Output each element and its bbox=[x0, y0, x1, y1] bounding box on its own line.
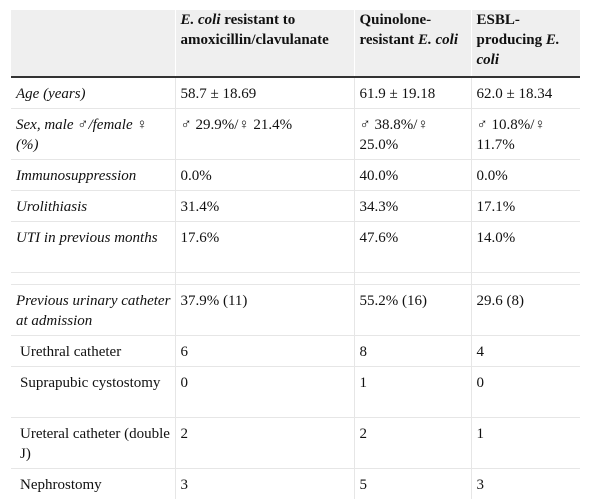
table-row: Previous urinary catheter at admission 3… bbox=[11, 284, 580, 336]
cell-amox-clav: 3 bbox=[175, 468, 355, 499]
risk-factor-table-container: E. coli resistant to amoxicillin/clavula… bbox=[11, 10, 580, 499]
table-row: UTI in previous months 17.6% 47.6% 14.0% bbox=[11, 221, 580, 273]
row-label: UTI in previous months bbox=[11, 221, 176, 273]
header-text: resistant to amoxicillin/clavulanate bbox=[180, 12, 329, 48]
cell-quinolone: 1 bbox=[354, 366, 472, 418]
table-row: Urolithiasis 31.4% 34.3% 17.1% bbox=[11, 190, 580, 222]
table-header-row: E. coli resistant to amoxicillin/clavula… bbox=[11, 10, 580, 78]
cell-quinolone: 2 bbox=[354, 417, 472, 469]
header-amox-clav-resistant: E. coli resistant to amoxicillin/clavula… bbox=[175, 10, 355, 78]
cell-amox-clav: 6 bbox=[175, 335, 355, 367]
risk-factor-table: E. coli resistant to amoxicillin/clavula… bbox=[11, 10, 580, 499]
spacer-cell bbox=[471, 272, 580, 285]
cell-esbl: 62.0 ± 18.34 bbox=[471, 77, 580, 109]
header-text: Quinolone-resistant bbox=[359, 12, 432, 48]
table-row: Nephrostomy 3 5 3 bbox=[11, 468, 580, 499]
cell-esbl: 1 bbox=[471, 417, 580, 469]
cell-esbl: 3 bbox=[476, 476, 485, 493]
row-label: Immunosuppression bbox=[11, 159, 176, 191]
header-empty-cell bbox=[11, 10, 176, 78]
cell-quinolone: 34.3% bbox=[354, 190, 472, 222]
cell-quinolone: 40.0% bbox=[354, 159, 472, 191]
spacer-cell bbox=[11, 272, 176, 285]
cell-quinolone: 47.6% bbox=[354, 221, 472, 273]
cell-amox-clav: 0.0% bbox=[175, 159, 355, 191]
row-label: Sex, male ♂/female ♀ (%) bbox=[11, 108, 176, 160]
row-label: Previous urinary catheter at admission bbox=[11, 284, 176, 336]
header-text: ESBL-producing bbox=[476, 12, 546, 48]
cell-amox-clav: ♂ 29.9%/♀ 21.4% bbox=[175, 108, 355, 160]
row-label: Urethral catheter bbox=[11, 335, 176, 367]
cell-esbl: 14.0% bbox=[471, 221, 580, 273]
table-row: Urethral catheter 6 8 4 bbox=[11, 335, 580, 367]
cell-esbl: 17.1% bbox=[471, 190, 580, 222]
cell-esbl: 0.0% bbox=[471, 159, 580, 191]
table-row: Suprapubic cystostomy 0 1 0 bbox=[11, 366, 580, 418]
cell-quinolone: 8 bbox=[354, 335, 472, 367]
header-organism-name: E. coli bbox=[180, 12, 221, 28]
header-organism-name: E. coli bbox=[476, 32, 560, 68]
header-esbl-producing: ESBL-producing E. coli bbox=[471, 10, 580, 78]
row-label: Ureteral catheter (double J) bbox=[11, 417, 176, 469]
cell-quinolone: 61.9 ± 19.18 bbox=[354, 77, 472, 109]
cell-amox-clav: 31.4% bbox=[175, 190, 355, 222]
cell-esbl: ♂ 10.8%/♀ 11.7% bbox=[471, 108, 580, 160]
header-organism-name: E. coli bbox=[417, 32, 458, 48]
cell-quinolone: ♂ 38.8%/♀ 25.0% bbox=[354, 108, 472, 160]
row-label: Urolithiasis bbox=[11, 190, 176, 222]
cell-esbl: 0 bbox=[471, 366, 580, 418]
table-row: Sex, male ♂/female ♀ (%) ♂ 29.9%/♀ 21.4%… bbox=[11, 108, 580, 160]
header-quinolone-resistant: Quinolone-resistant E. coli bbox=[354, 10, 472, 78]
cell-esbl: 4 bbox=[471, 335, 580, 367]
cell-esbl: 29.6 (8) bbox=[471, 284, 580, 336]
cell-amox-clav: 2 bbox=[175, 417, 355, 469]
cell-amox-clav: 0 bbox=[175, 366, 355, 418]
spacer-row bbox=[11, 272, 580, 285]
cell-amox-clav: 17.6% bbox=[175, 221, 355, 273]
table-row: Ureteral catheter (double J) 2 2 1 bbox=[11, 417, 580, 469]
spacer-cell bbox=[354, 272, 472, 285]
cell-amox-clav: 58.7 ± 18.69 bbox=[175, 77, 355, 109]
table-row: Immunosuppression 0.0% 40.0% 0.0% bbox=[11, 159, 580, 191]
cell-quinolone: 5 bbox=[354, 468, 472, 499]
cell-quinolone: 55.2% (16) bbox=[354, 284, 472, 336]
table-row: Age (years) 58.7 ± 18.69 61.9 ± 19.18 62… bbox=[11, 77, 580, 109]
spacer-cell bbox=[175, 272, 355, 285]
row-label: Age (years) bbox=[11, 77, 176, 109]
cell-amox-clav: 37.9% (11) bbox=[175, 284, 355, 336]
row-label: Nephrostomy bbox=[11, 468, 176, 499]
row-label: Suprapubic cystostomy bbox=[11, 366, 176, 418]
